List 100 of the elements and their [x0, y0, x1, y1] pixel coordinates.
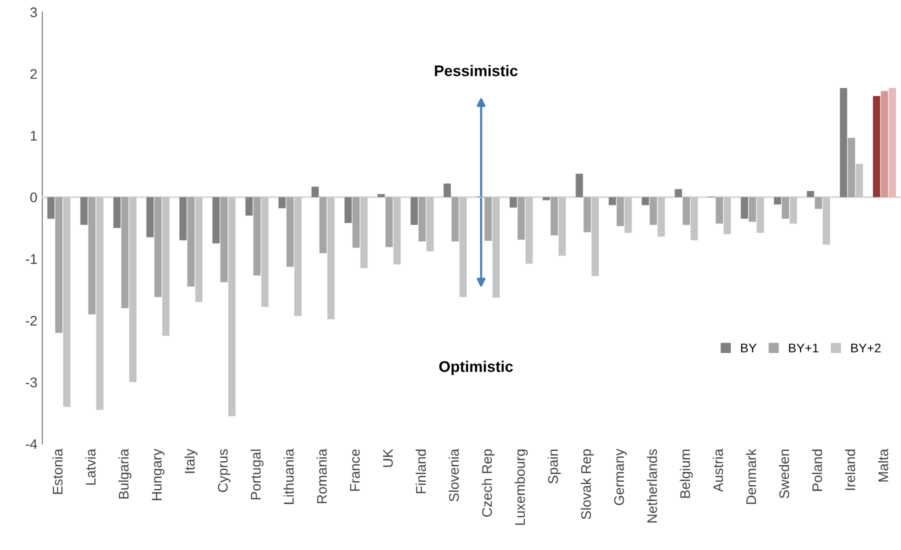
bar	[146, 197, 154, 238]
y-tick-label: 1	[30, 130, 37, 140]
bar	[418, 197, 426, 242]
y-tick-label: 3	[30, 7, 37, 18]
bar	[80, 197, 88, 225]
bar	[459, 197, 467, 298]
legend-label: BY+2	[851, 344, 881, 352]
bar	[856, 164, 864, 198]
bar	[286, 197, 294, 267]
x-tick-label: Poland	[812, 450, 822, 491]
x-tick-label: Slovenia	[448, 448, 459, 502]
bar	[748, 197, 756, 222]
x-tick-label: Portugal	[250, 450, 264, 500]
bar	[63, 197, 70, 407]
bar	[658, 197, 665, 237]
bar	[822, 197, 830, 245]
bar	[518, 197, 525, 240]
bar	[393, 197, 401, 264]
x-tick-label: Denmark	[746, 448, 756, 504]
bar	[253, 197, 261, 276]
bar	[782, 197, 790, 219]
x-tick-label: Slovak Rep	[580, 449, 594, 520]
bar	[840, 88, 848, 198]
bar	[624, 197, 632, 233]
y-tick-label: 0	[30, 192, 37, 202]
bar	[360, 197, 368, 268]
bar	[261, 197, 269, 307]
legend-label: BY+1	[789, 344, 818, 352]
bar	[55, 197, 62, 333]
bar	[187, 197, 195, 287]
bar	[212, 197, 220, 244]
bar	[121, 197, 129, 308]
bar	[872, 96, 880, 198]
x-tick-label: Austria	[712, 448, 724, 492]
x-tick-label: Lithuania	[284, 448, 294, 504]
bar	[642, 197, 650, 206]
bar	[410, 197, 418, 225]
bar	[848, 138, 856, 198]
bar	[327, 197, 335, 320]
x-tick-label: Malta	[878, 448, 888, 482]
bar	[888, 88, 896, 198]
bar	[608, 197, 616, 206]
bar	[576, 174, 583, 198]
bar	[484, 197, 492, 241]
bar	[444, 184, 451, 198]
y-tick-label: -3	[26, 378, 37, 388]
x-tick-label: Spain	[548, 450, 561, 484]
x-tick-label: Cyprus	[218, 449, 230, 492]
bar	[385, 197, 393, 248]
x-tick-label: Netherlands	[646, 449, 658, 522]
x-tick-label: Estonia	[52, 448, 63, 494]
x-tick-label: Finland	[416, 450, 426, 494]
y-tick-label: 2	[30, 69, 37, 79]
x-tick-label: Germany	[614, 448, 627, 506]
bar	[740, 197, 748, 219]
bar	[558, 197, 566, 256]
bar	[278, 197, 286, 208]
bar	[492, 197, 500, 298]
annotation: Pessimistic	[434, 64, 518, 76]
bar	[245, 197, 253, 216]
x-tick-label: Luxembourg	[514, 450, 528, 525]
annotation: Optimistic	[439, 360, 513, 375]
bar	[88, 197, 96, 314]
bar	[756, 197, 764, 233]
bar	[352, 197, 360, 248]
x-tick-label: Czech Rep	[482, 449, 495, 517]
bar	[179, 197, 187, 240]
bar	[542, 197, 550, 200]
bar	[880, 91, 888, 198]
bar	[378, 194, 385, 198]
bar	[526, 197, 533, 264]
x-tick-label: France	[350, 449, 360, 491]
bar	[774, 197, 782, 205]
bar	[47, 197, 55, 219]
bar	[716, 197, 723, 224]
bar	[592, 197, 599, 276]
x-tick-label: Hungary	[152, 448, 164, 500]
bar	[584, 197, 591, 232]
bar	[814, 197, 822, 209]
x-tick-label: Bulgaria	[118, 448, 132, 499]
bar	[228, 197, 236, 416]
bar	[452, 197, 459, 242]
bar	[294, 197, 302, 316]
x-tick-label: Sweden	[778, 450, 790, 498]
x-tick-label: Ireland	[844, 450, 856, 490]
bar	[129, 197, 136, 382]
legend-label: BY	[741, 344, 757, 352]
bar	[154, 197, 162, 298]
bar	[426, 197, 434, 252]
bar	[650, 197, 657, 225]
bar	[550, 197, 558, 236]
y-tick-label: -1	[26, 254, 37, 264]
bar	[113, 197, 121, 228]
bar	[510, 197, 517, 208]
bar	[195, 197, 203, 302]
x-tick-label: Italy	[184, 448, 198, 473]
bar	[220, 197, 228, 282]
bar	[162, 197, 170, 336]
bar	[790, 197, 797, 224]
y-tick-label: -4	[26, 439, 38, 449]
